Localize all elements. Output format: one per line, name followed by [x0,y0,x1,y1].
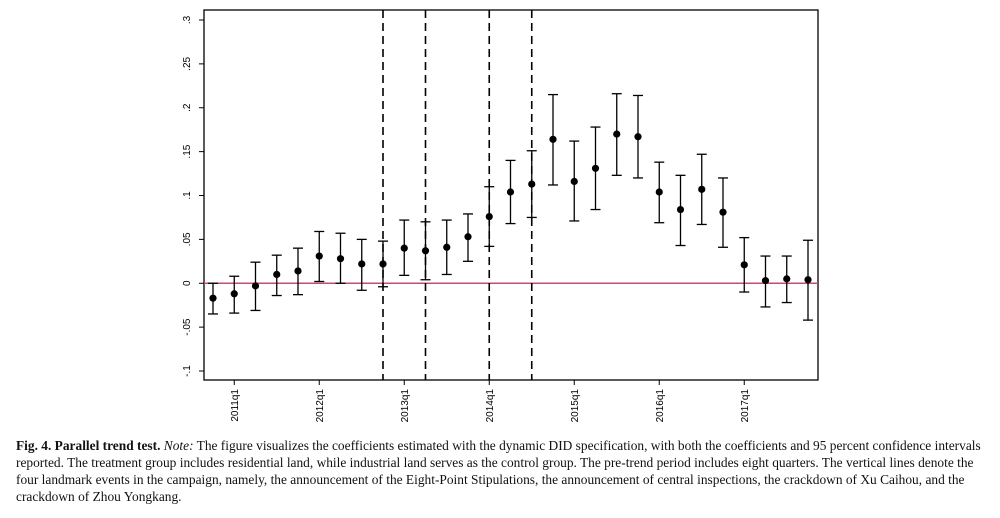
coefficient-point [506,188,515,196]
coefficient-point [634,133,642,141]
parallel-trend-chart: -.1 -.05 0 .05 .1 .15 .2 .25 .3 2011q1 2012q1 2013q… [182,9,819,423]
coefficient-point [783,275,791,283]
y-tick-label: .1 [182,191,193,200]
coefficient-point [273,270,281,279]
caption-note-label: Note: [163,438,194,453]
y-tick-label: 0 [182,280,193,286]
coefficient-point [613,130,621,138]
coefficient-point [400,244,408,252]
coefficient-point [315,252,323,260]
y-tick-label: .3 [182,15,193,24]
coefficient-point [676,205,685,214]
caption-figure-label: Fig. 4. Parallel trend test. [16,438,161,453]
chart-canvas: -.1 -.05 0 .05 .1 .15 .2 .25 .3 2011q1 2012q1 2013q… [182,9,819,423]
y-tick-label: .25 [182,56,193,70]
coefficient-point [761,277,770,285]
coefficient-point [443,243,451,251]
x-tick-label: 2016q1 [655,389,666,423]
y-tick-label: .05 [182,232,193,246]
coefficient-point [379,260,387,268]
y-tick-label: .2 [182,103,193,112]
x-tick-label: 2011q1 [230,389,241,422]
y-tick-label: .15 [182,144,193,158]
coefficient-point [570,177,578,186]
y-tick-label: -.1 [182,365,193,377]
coefficient-point [698,185,706,193]
coefficient-point [528,180,536,188]
coefficient-point [549,135,557,143]
x-tick-label: 2017q1 [740,389,751,423]
coefficient-point [251,282,260,290]
coefficient-point [336,255,345,263]
coefficient-point [464,233,472,241]
coefficient-point [591,164,600,172]
x-tick-label: 2013q1 [400,389,411,423]
coefficient-point [209,294,217,302]
coefficient-point [740,261,748,269]
coefficient-point [804,276,812,284]
x-tick-label: 2012q1 [315,389,326,423]
caption-text: The figure visualizes the coefficients e… [16,438,981,504]
coefficient-point [719,208,727,216]
coefficient-point [358,260,366,268]
coefficient-point [655,188,663,196]
coefficient-point [230,290,238,298]
coefficient-point [485,212,493,221]
x-tick-label: 2015q1 [570,389,581,423]
x-tick-label: 2014q1 [485,389,496,423]
figure-caption: Fig. 4. Parallel trend test. Note: The f… [16,437,986,505]
coefficient-point [421,247,430,255]
coefficient-point [294,267,302,275]
y-tick-label: -.05 [182,318,193,336]
